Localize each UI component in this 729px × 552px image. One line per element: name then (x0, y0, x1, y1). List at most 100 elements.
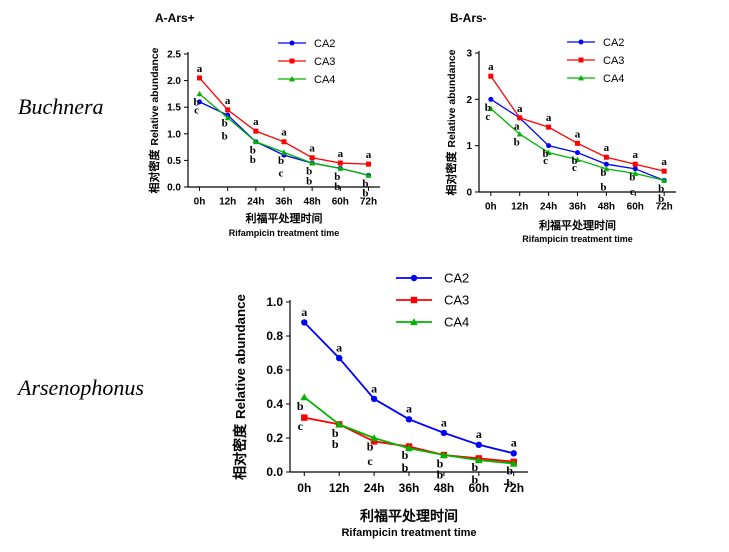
significance-letter: b (571, 155, 577, 167)
legend-label-ca3: CA3 (603, 55, 624, 67)
legend-marker-ca2 (410, 274, 418, 282)
significance-letter: b (250, 144, 256, 156)
significance-letter: a (371, 381, 377, 395)
data-point-ca4 (574, 156, 581, 162)
significance-letter: c (367, 454, 373, 468)
y-tick-label: 1.0 (266, 295, 283, 309)
legend-marker-ca4 (410, 318, 418, 326)
x-tick-label: 12h (219, 197, 236, 208)
significance-letter: b (600, 167, 606, 179)
data-point-ca2 (546, 143, 552, 149)
significance-letter: b (332, 437, 339, 451)
y-tick-label: 2.0 (167, 76, 181, 87)
significance-letter: c (485, 111, 490, 123)
significance-letter: a (575, 128, 581, 140)
data-point-ca2 (405, 416, 413, 423)
significance-letter: c (194, 104, 199, 116)
data-point-ca3 (309, 155, 315, 161)
data-point-ca3 (365, 161, 371, 167)
x-tick-label: 36h (275, 197, 292, 208)
data-point-ca4 (661, 177, 668, 183)
significance-letter: a (366, 149, 372, 161)
y-axis-title: 相对密度 Relative abundance (444, 49, 458, 195)
data-point-ca4 (603, 165, 610, 172)
significance-letter: a (225, 95, 231, 107)
x-axis-title: Rifampicin treatment time (229, 228, 340, 238)
significance-letter: b (600, 181, 606, 193)
x-tick-label: 48h (598, 202, 615, 213)
x-axis-title-cn: 利福平处理时间 (360, 508, 458, 525)
data-point-ca3 (225, 107, 231, 113)
chart-arsenophonus: 0.00.20.40.60.81.00h 12h 24h 36h 48h 60h 72hab… (232, 271, 528, 539)
data-point-ca4 (365, 172, 372, 178)
significance-letter: b (437, 467, 444, 481)
y-tick-label: 1.5 (167, 103, 181, 114)
legend-label-ca4: CA4 (603, 73, 624, 85)
significance-letter: b (362, 188, 368, 200)
legend-marker-ca4 (289, 76, 295, 82)
data-point-ca4 (224, 114, 231, 121)
significance-letter: a (281, 127, 287, 139)
significance-letter: b (334, 171, 340, 183)
legend-label-ca2: CA2 (314, 38, 335, 50)
x-axis-title-cn: 利福平处理时间 (539, 218, 616, 232)
legend-label-ca3: CA3 (314, 56, 335, 68)
y-tick-label: 3 (466, 49, 472, 60)
y-tick-label: 2.5 (167, 50, 181, 61)
y-axis-title: 相对密度 Relative abundance (147, 47, 161, 193)
data-point-ca4 (300, 393, 309, 401)
data-point-ca3 (517, 115, 523, 121)
data-point-ca3 (546, 124, 552, 130)
significance-letter: a (309, 143, 315, 155)
significance-letter: a (633, 149, 639, 161)
x-axis-title: Rifampicin treatment time (341, 527, 476, 539)
data-point-ca4 (337, 165, 344, 171)
data-point-ca3 (301, 414, 308, 421)
data-point-ca3 (281, 139, 287, 145)
x-tick-label: 24h (247, 197, 264, 208)
significance-letter: a (661, 156, 667, 168)
data-point-ca3 (197, 75, 203, 81)
significance-letter: b (193, 96, 199, 108)
y-tick-label: 0.0 (266, 465, 283, 479)
data-point-ca4 (487, 105, 494, 111)
significance-letter: b (514, 137, 520, 149)
data-point-ca3 (488, 73, 494, 79)
significance-letter: a (336, 341, 342, 355)
significance-letter: a (197, 63, 203, 75)
significance-letter: a (441, 415, 447, 429)
data-point-ca4 (335, 420, 344, 428)
y-tick-label: 1 (466, 141, 472, 152)
data-point-ca4 (516, 131, 523, 137)
data-point-ca3 (370, 438, 378, 445)
row-label-buchnera: Buchnera (18, 94, 104, 119)
data-point-ca3 (632, 161, 638, 167)
x-tick-label: 24h (364, 481, 385, 495)
legend-label-ca2: CA2 (603, 37, 624, 49)
x-tick-label: 24h (540, 202, 557, 213)
row-label-arsenophonus: Arsenophonus (16, 375, 144, 400)
significance-letter: b (297, 399, 304, 413)
significance-letter: b (250, 154, 256, 166)
significance-letter: a (511, 436, 517, 450)
significance-letter: a (546, 112, 552, 124)
significance-letter: b (222, 118, 228, 130)
significance-letter: b (658, 193, 664, 205)
x-tick-label: 12h (329, 481, 350, 495)
y-tick-label: 0 (466, 188, 472, 199)
chart-title: B-Ars- (450, 11, 487, 25)
significance-letter: a (338, 148, 344, 160)
data-point-ca2 (440, 429, 448, 437)
data-point-ca4 (309, 160, 316, 166)
significance-letter: a (488, 61, 494, 73)
y-tick-label: 0.6 (266, 363, 283, 377)
y-tick-label: 1.0 (167, 129, 181, 140)
data-point-ca4 (281, 149, 287, 155)
data-point-ca2 (632, 166, 638, 172)
x-tick-label: 36h (399, 481, 420, 495)
significance-letter: b (471, 473, 478, 487)
data-point-ca4 (545, 149, 552, 156)
data-point-ca4 (509, 459, 518, 467)
x-tick-label: 0h (297, 481, 311, 495)
